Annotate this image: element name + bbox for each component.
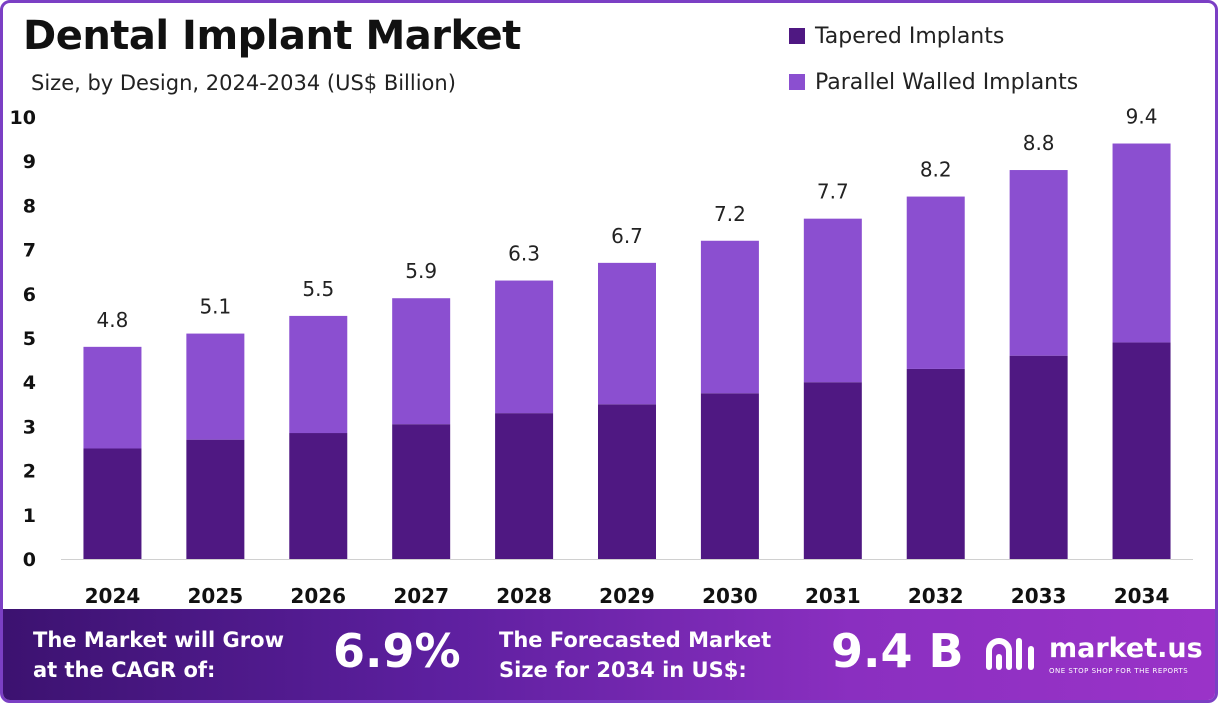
bar-chart: 0 1 2 3 4 5 6 7 8 9 10 4.8 2024 5.1 2025 5.5 2026 5.9 2027… [10, 105, 1193, 608]
x-tick-label: 2025 [188, 584, 244, 608]
legend-item-parallel: Parallel Walled Implants [789, 59, 1078, 105]
legend-swatch-tapered [789, 28, 805, 44]
y-tick-label: 8 [23, 195, 36, 217]
market-us-logo: market.us ONE STOP SHOP FOR THE REPORTS [985, 631, 1207, 681]
x-tick-label: 2024 [85, 584, 141, 608]
cagr-value: 6.9% [333, 624, 461, 678]
bar-segment-parallel [495, 280, 554, 414]
bar-segment-tapered [598, 404, 656, 559]
bar-segment-tapered [495, 413, 554, 559]
legend-label-parallel: Parallel Walled Implants [815, 69, 1079, 95]
y-tick-label: 0 [23, 549, 36, 571]
chart-subtitle: Size, by Design, 2024-2034 (US$ Billion) [31, 71, 456, 95]
bar-segment-tapered [83, 448, 142, 559]
forecast-label-line2: Size for 2034 in US$: [499, 658, 747, 682]
bar-segment-tapered [392, 424, 451, 559]
bar-segment-parallel [598, 262, 656, 405]
y-tick-label: 9 [23, 151, 36, 173]
legend-label-tapered: Tapered Implants [815, 23, 1005, 49]
bar-total-label: 7.2 [714, 202, 746, 226]
legend: Tapered Implants Parallel Walled Implant… [789, 13, 1078, 105]
forecast-value: 9.4 B [831, 624, 964, 678]
bar-segment-parallel [392, 298, 451, 425]
bar-total-label: 8.8 [1023, 131, 1055, 155]
bar-segment-parallel [906, 196, 965, 369]
forecast-label: The Forecasted Market Size for 2034 in U… [499, 625, 771, 685]
bar-total-label: 6.7 [611, 224, 643, 248]
bar-total-label: 7.7 [817, 180, 849, 204]
legend-swatch-parallel [789, 74, 805, 90]
cagr-label-line1: The Market will Grow [33, 628, 284, 652]
bar-segment-parallel [289, 315, 348, 434]
bar-segment-tapered [186, 439, 245, 559]
x-tick-label: 2034 [1114, 584, 1170, 608]
y-tick-label: 6 [23, 284, 36, 306]
chart-title: Dental Implant Market [23, 13, 521, 59]
x-tick-label: 2029 [599, 584, 655, 608]
bar-segment-parallel [700, 240, 759, 394]
bar-segment-parallel [1112, 143, 1171, 343]
bar-segment-parallel [803, 218, 862, 383]
x-tick-label: 2028 [496, 584, 552, 608]
bar-segment-tapered [1112, 342, 1171, 559]
bar-total-label: 4.8 [97, 308, 129, 332]
bar-total-label: 5.5 [302, 277, 334, 301]
cagr-label: The Market will Grow at the CAGR of: [33, 625, 284, 685]
market-us-logo-icon [986, 638, 1034, 670]
bar-total-label: 6.3 [508, 242, 540, 266]
bar-segment-parallel [1009, 170, 1068, 356]
bar-total-label: 5.9 [405, 259, 437, 283]
y-tick-label: 1 [23, 505, 36, 527]
bar-segment-tapered [906, 368, 965, 559]
forecast-label-line1: The Forecasted Market [499, 628, 772, 652]
y-tick-label: 2 [23, 461, 36, 483]
x-tick-label: 2030 [702, 584, 758, 608]
bar-total-label: 8.2 [920, 158, 952, 182]
bar-segment-tapered [289, 433, 348, 559]
x-tick-label: 2032 [908, 584, 964, 608]
bar-segment-parallel [186, 333, 245, 440]
x-tick-label: 2031 [805, 584, 861, 608]
bar-segment-tapered [700, 393, 759, 559]
y-tick-label: 5 [23, 328, 36, 350]
bar-total-label: 5.1 [199, 295, 231, 319]
y-tick-label: 7 [23, 240, 36, 262]
bar-total-label: 9.4 [1126, 105, 1158, 129]
legend-item-tapered: Tapered Implants [789, 13, 1078, 59]
bar-segment-tapered [803, 382, 862, 559]
logo-tagline: ONE STOP SHOP FOR THE REPORTS [1049, 667, 1189, 675]
x-tick-label: 2033 [1011, 584, 1067, 608]
y-tick-label: 3 [23, 416, 36, 438]
bar-segment-parallel [83, 346, 142, 449]
cagr-label-line2: at the CAGR of: [33, 658, 216, 682]
x-tick-label: 2027 [393, 584, 449, 608]
bar-segment-tapered [1009, 355, 1068, 559]
summary-banner: The Market will Grow at the CAGR of: 6.9… [3, 609, 1215, 700]
x-tick-label: 2026 [290, 584, 346, 608]
y-tick-label: 10 [10, 107, 36, 129]
y-tick-label: 4 [23, 372, 36, 394]
logo-name: market.us [1049, 633, 1203, 664]
